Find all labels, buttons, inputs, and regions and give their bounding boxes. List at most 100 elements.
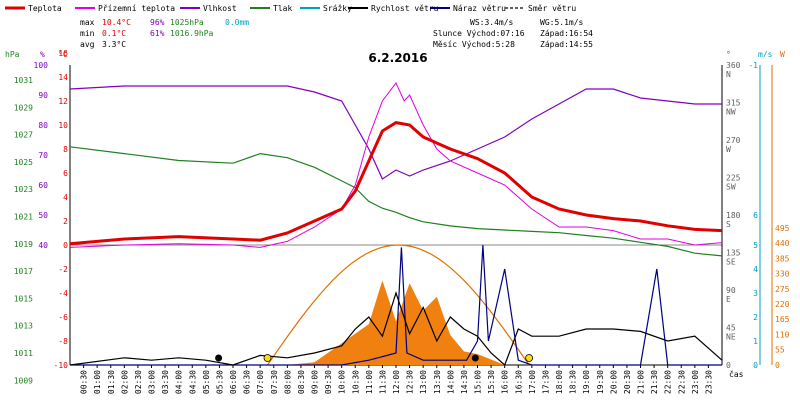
x-tick-label: 14:30 [460,370,469,394]
x-tick-label: 00:30 [80,370,89,394]
x-tick-label: 15:00 [474,370,483,394]
hpa-tick-label: 1015 [14,294,33,303]
legend-vlhkost: Vlhkost [203,4,237,13]
stat-mesic-zapad: Západ:14:55 [540,40,593,49]
x-tick-label: 06:00 [229,370,238,394]
c-tick-label: 8 [63,145,68,154]
dir-deg-label: 270 [726,136,741,145]
dir-deg-label: 90 [726,286,736,295]
dir-compass-label: E [726,295,731,304]
ms-tick-label: -1 [748,61,758,70]
dir-deg-label: 225 [726,174,741,183]
legend-rychlost-vetru: Rychlost větru [371,4,439,13]
x-tick-label: 12:00 [392,370,401,394]
w-tick-label: 495 [775,224,790,233]
x-tick-label: 07:00 [256,370,265,394]
ms-tick-label: 4 [753,265,758,274]
x-tick-label: 08:30 [297,370,306,394]
c-tick-label: 0 [63,241,68,250]
c-tick-label: 4 [63,193,68,202]
ms-tick-label: 2 [753,313,758,322]
x-tick-label: 20:00 [609,370,618,394]
hpa-tick-label: 1031 [14,76,33,85]
series [69,82,723,367]
x-tick-label: 16:00 [501,370,510,394]
pct-tick-label: 80 [38,121,48,130]
dir-compass-label: SW [726,183,736,192]
dir-deg-label: 45 [726,324,736,333]
legend-prizemni-teplota: Přízemní teplota [98,4,175,13]
w-tick-label: 440 [775,239,790,248]
legend-srazky: Srážky [323,4,352,13]
c-tick-label: 16 [58,49,68,58]
x-tick-label: 01:30 [107,370,116,394]
axis-ticks: 1031102910271025102310211019101710151013… [14,49,790,394]
x-tick-label: 10:30 [351,370,360,394]
x-tick-label: 18:30 [569,370,578,394]
stat-slunce: Slunce Východ:07:16 [433,29,525,38]
unit-ms: m/s [758,50,773,59]
solar-radiation-area [287,280,505,365]
hpa-tick-label: 1023 [14,185,33,194]
c-tick-label: 10 [58,121,68,130]
x-tick-label: 10:00 [338,370,347,394]
chart-title: 6.2.2016 [368,51,427,65]
ms-tick-label: 1 [753,337,758,346]
x-tick-label: 21:00 [637,370,646,394]
x-tick-label: 23:00 [691,370,700,394]
x-tick-label: 13:30 [433,370,442,394]
rychlost-vetru-line [69,291,723,367]
ms-tick-label: 6 [753,211,758,220]
dir-deg-label: 135 [726,249,741,258]
pct-tick-label: 70 [38,151,48,160]
x-tick-label: 02:00 [120,370,129,394]
dir-deg-label: 360 [726,61,741,70]
legend-teplota: Teplota [28,4,62,13]
w-tick-label: 275 [775,285,790,294]
x-tick-label: 11:30 [378,370,387,394]
c-tick-label: 12 [58,97,68,106]
dir-compass-label: N [726,70,731,79]
prizemni-teplota-line [69,82,723,248]
x-tick-label: 09:30 [324,370,333,394]
x-tick-label: 20:30 [623,370,632,394]
x-tick-label: 22:00 [664,370,673,394]
moonrise-marker [215,354,223,362]
stat-slunce-zapad: Západ:16:54 [540,29,593,38]
pct-tick-label: 100 [34,61,49,70]
hpa-tick-label: 1019 [14,240,33,249]
x-tick-label: 19:30 [596,370,605,394]
stat-max-press: 1025hPa [170,18,204,27]
x-tick-label: 04:00 [175,370,184,394]
unit-deg: ° [726,50,731,59]
dir-deg-label: 0 [726,361,731,370]
c-tick-label: -2 [58,265,68,274]
w-tick-label: 165 [775,315,790,324]
x-tick-label: 22:30 [677,370,686,394]
stats-block: max 10.4°C 96% 1025hPa 0.0mm min 0.1°C 6… [80,18,593,49]
stat-ws: WS:3.4m/s [470,18,514,27]
legend: Teplota Přízemní teplota Vlhkost Tlak Sr… [5,4,576,13]
stat-avg-label: avg [80,40,95,49]
stat-min-temp: 0.1°C [102,29,126,38]
x-tick-label: 06:30 [243,370,252,394]
stat-mesic: Měsíc Východ:5:28 [433,40,515,49]
c-tick-label: 2 [63,217,68,226]
stat-max-label: max [80,18,95,27]
w-tick-label: 330 [775,270,790,279]
pct-tick-label: 90 [38,91,48,100]
tlak-line [69,146,723,257]
legend-tlak: Tlak [273,4,292,13]
vlhkost-line [69,85,722,180]
sunset-marker [525,354,534,362]
sun-max-curve [267,244,530,366]
x-tick-label: 01:00 [93,370,102,394]
ms-tick-label: 3 [753,289,758,298]
unit-hpa: hPa [5,50,20,59]
x-tick-label: 11:00 [365,370,374,394]
dir-deg-label: 180 [726,211,741,220]
stat-min-press: 1016.9hPa [170,29,214,38]
stat-wg: WG:5.1m/s [540,18,584,27]
